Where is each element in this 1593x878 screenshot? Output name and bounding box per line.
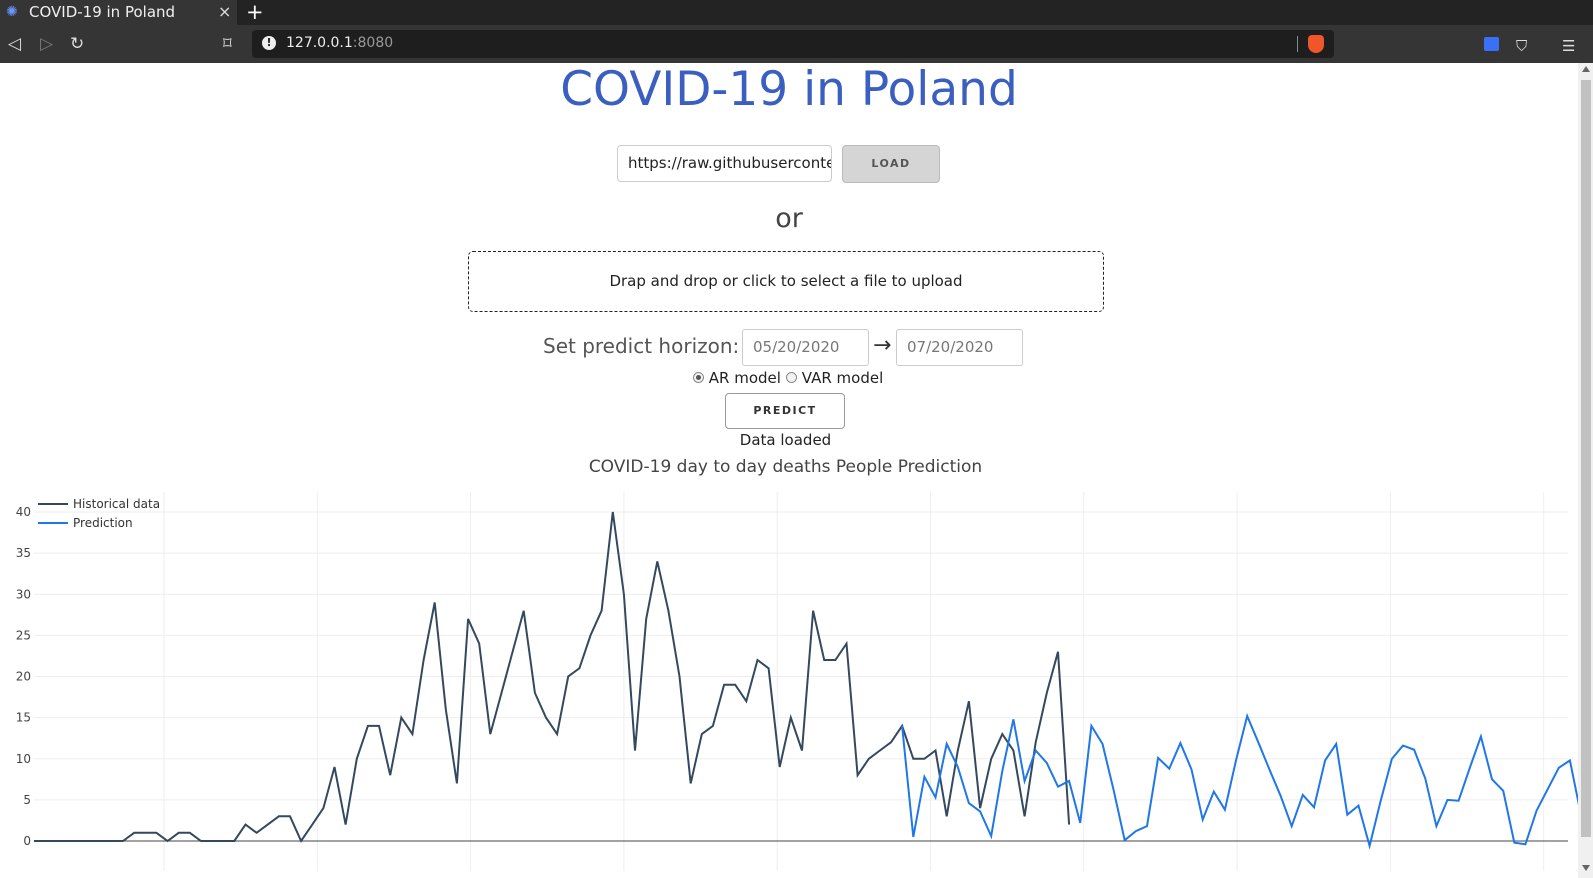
scroll-up-icon[interactable] <box>1582 66 1590 72</box>
scroll-down-icon[interactable] <box>1582 865 1590 871</box>
y-tick-label: 35 <box>16 546 31 560</box>
file-dropzone[interactable]: Drap and drop or click to select a file … <box>468 251 1104 312</box>
address-url[interactable]: 127.0.0.1:8080 <box>286 35 393 51</box>
chart-title: COVID-19 day to day deaths People Predic… <box>588 457 983 477</box>
page-title: COVID-19 in Poland <box>560 62 1018 117</box>
y-tick-label: 25 <box>16 628 31 642</box>
page-scrollbar[interactable] <box>1578 63 1593 878</box>
menu-icon[interactable]: ☰ <box>1562 37 1576 55</box>
y-tick-label: 0 <box>23 834 31 848</box>
new-tab-button[interactable]: + <box>246 0 264 24</box>
forward-icon[interactable]: ▷ <box>40 34 54 54</box>
browser-toolbar: ◁ ▷ ↻ ⌑ ! 127.0.0.1:8080 ⛉ ☰ <box>0 25 1593 63</box>
extension-icon[interactable] <box>1484 37 1499 51</box>
site-info-icon[interactable]: ! <box>262 36 276 50</box>
address-divider <box>1297 36 1298 52</box>
ar-model-option[interactable]: AR model <box>693 369 781 387</box>
y-tick-label: 40 <box>16 505 31 519</box>
bookmark-icon[interactable]: ⌑ <box>223 34 232 54</box>
or-separator: or <box>775 203 803 234</box>
legend-label: Historical data <box>73 497 160 511</box>
ar-model-label: AR model <box>708 369 781 387</box>
address-bar[interactable]: ! 127.0.0.1:8080 <box>252 30 1334 58</box>
date-range-arrow: → <box>873 333 892 358</box>
start-date-input[interactable]: 05/20/2020 <box>742 329 869 366</box>
pocket-icon[interactable]: ⛉ <box>1516 37 1528 55</box>
back-icon[interactable]: ◁ <box>8 34 22 54</box>
var-model-option[interactable]: VAR model <box>786 369 883 387</box>
data-url-input[interactable]: https://raw.githubusercontent.com <box>617 145 832 182</box>
predict-horizon-label: Set predict horizon: <box>543 334 740 358</box>
scrollbar-thumb[interactable] <box>1581 80 1591 837</box>
y-tick-label: 5 <box>23 793 31 807</box>
page-content: COVID-19 in Poland https://raw.githubuse… <box>0 63 1578 878</box>
var-model-radio[interactable] <box>786 372 797 383</box>
series-line-historical <box>34 511 1071 844</box>
y-tick-label: 30 <box>16 587 31 601</box>
url-host: 127.0.0.1 <box>286 35 353 51</box>
y-tick-label: 10 <box>16 752 31 766</box>
covid-favicon-icon: ✺ <box>6 4 18 20</box>
browser-tab[interactable]: ✺ COVID-19 in Poland × <box>0 0 237 25</box>
y-tick-label: 20 <box>16 670 31 684</box>
deaths-chart[interactable]: 0 5 10 15 20 25 30 35 40 Historical data Predictio… <box>0 488 1578 878</box>
series-line-prediction <box>901 712 1578 850</box>
var-model-label: VAR model <box>801 369 884 387</box>
load-button[interactable]: LOAD <box>842 145 940 183</box>
legend-label: Prediction <box>73 516 133 530</box>
predict-button[interactable]: PREDICT <box>725 393 845 429</box>
reload-icon[interactable]: ↻ <box>70 34 85 54</box>
tab-strip: ✺ COVID-19 in Poland × + <box>0 0 1593 25</box>
status-message: Data loaded <box>739 431 832 449</box>
tab-title: COVID-19 in Poland <box>29 3 176 21</box>
brave-shields-icon[interactable] <box>1308 35 1324 53</box>
y-tick-label: 15 <box>16 711 31 725</box>
url-port: :8080 <box>352 35 394 51</box>
tab-close-icon[interactable]: × <box>218 2 232 21</box>
end-date-input[interactable]: 07/20/2020 <box>896 329 1023 366</box>
ar-model-radio[interactable] <box>693 372 704 383</box>
